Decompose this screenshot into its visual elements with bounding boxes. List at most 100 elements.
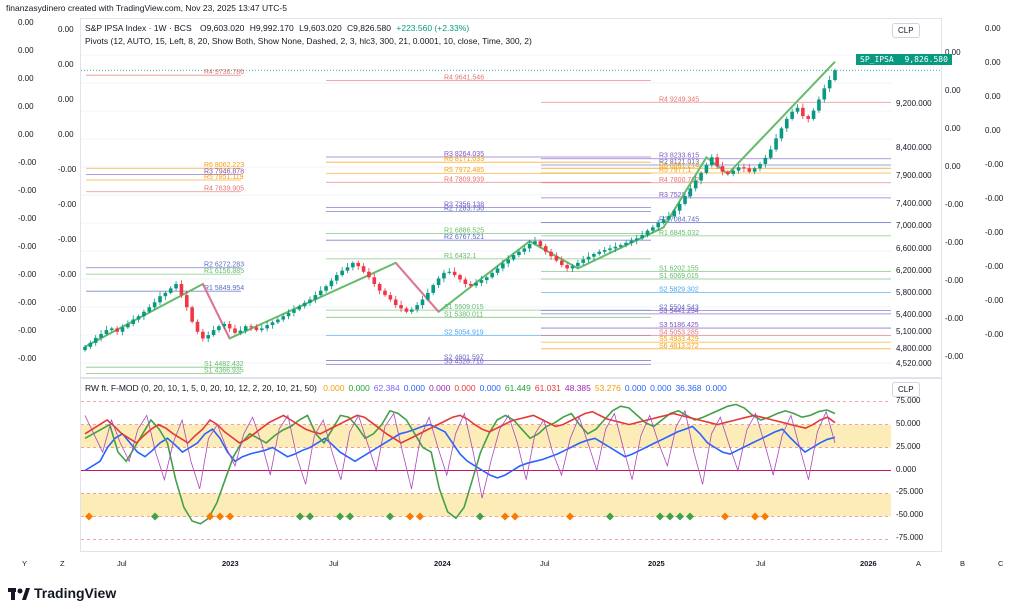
side-value: 0.00: [58, 25, 74, 34]
time-key[interactable]: Z: [60, 559, 65, 568]
time-key[interactable]: C: [998, 559, 1004, 568]
candle-body: [554, 256, 559, 261]
candle-body: [126, 323, 130, 328]
candle-body: [458, 275, 462, 280]
osc-signal-diamond: [751, 512, 759, 521]
candle-body: [817, 99, 821, 111]
candle-body: [270, 322, 275, 326]
legend-symbol: S&P IPSA Index · 1W · BCS O9,603.020 H9,…: [85, 23, 469, 33]
osc-series-red: [84, 410, 836, 444]
pivot-label: R4 7809.939: [444, 176, 484, 183]
pivot-label: R4 7800.762: [659, 177, 699, 184]
osc-value: 62.384: [373, 383, 400, 393]
osc-signal-diamond: [606, 512, 614, 521]
candle-body: [179, 283, 184, 296]
candle-body: [822, 88, 827, 100]
price-tick: 6,600.000: [896, 243, 932, 253]
side-value: 0.00: [945, 86, 961, 95]
candle-body: [356, 262, 361, 267]
zigzag-down-line: [201, 262, 440, 339]
legend-pivots: Pivots (12, AUTO, 15, Left, 8, 20, Show …: [85, 36, 532, 46]
tradingview-logo-text: TradingView: [34, 585, 117, 601]
time-key[interactable]: A: [916, 559, 922, 568]
candle-body: [768, 149, 773, 158]
pivot-label: S2 5829.302: [659, 286, 699, 293]
candle-body: [238, 330, 243, 333]
candle-body: [618, 245, 623, 247]
oscillator-panel[interactable]: RW ft. F-MOD (0, 20, 10, 1, 5, 0, 20, 10…: [80, 378, 942, 552]
osc-value: 0.000: [479, 383, 501, 393]
osc-signal-diamond: [226, 512, 234, 521]
candle-body: [184, 295, 189, 308]
time-tick: 2026: [860, 559, 877, 568]
candle-body: [801, 107, 805, 117]
candle-body: [484, 277, 489, 281]
candle-body: [581, 259, 586, 263]
side-value: 0.00: [18, 46, 34, 55]
candle-body: [795, 107, 800, 112]
side-value: -0.00: [18, 186, 37, 195]
candle-body: [318, 290, 323, 296]
candle-body: [249, 326, 253, 328]
candle-body: [383, 290, 387, 296]
candle-body: [372, 277, 377, 284]
oscillator-svg[interactable]: [81, 379, 941, 551]
candle-body: [393, 299, 398, 306]
time-axis[interactable]: Jul 2023 Jul 2024 Jul 2025 Jul 2026 Y Z A B C: [0, 556, 1024, 572]
candle-body: [254, 327, 259, 331]
osc-signal-diamond: [85, 512, 93, 521]
currency-button[interactable]: CLP: [892, 23, 920, 38]
candle-body: [704, 165, 709, 173]
osc-signal-diamond: [306, 512, 314, 521]
main-chart-panel[interactable]: S&P IPSA Index · 1W · BCS O9,603.020 H9,…: [80, 18, 942, 378]
legend-symbol-label: S&P IPSA Index · 1W · BCS: [85, 23, 192, 33]
candle-body: [640, 235, 644, 239]
last-price-badge: SP_IPSA 9,826.580: [856, 54, 952, 65]
tradingview-logo[interactable]: TradingView: [8, 585, 116, 601]
time-key[interactable]: Y: [22, 559, 28, 568]
candle-body: [415, 305, 419, 310]
candle-body: [93, 337, 98, 343]
pivot-label: R2 6272.283: [204, 262, 244, 269]
osc-series-magenta: [84, 409, 836, 499]
osc-signal-diamond: [151, 512, 159, 521]
candle-body: [779, 128, 784, 139]
price-tick: 4,520.000: [896, 359, 932, 369]
pivot-label: S3 4528.710: [444, 359, 484, 366]
pivot-label: S1 6069.015: [659, 273, 699, 280]
side-value: 0.00: [58, 95, 74, 104]
price-tick: 4,800.000: [896, 343, 932, 353]
time-key[interactable]: B: [960, 559, 966, 568]
time-tick: 2024: [434, 559, 451, 568]
candle-body: [201, 331, 205, 339]
osc-value: 0.000: [650, 383, 672, 393]
time-tick: 2025: [648, 559, 665, 568]
osc-currency-button[interactable]: CLP: [892, 382, 920, 397]
candle-body: [324, 286, 328, 291]
candle-body: [538, 241, 543, 247]
side-value: -0.00: [18, 270, 37, 279]
candle-body: [99, 333, 103, 338]
osc-axis[interactable]: CLP 75.000 50.000 25.000 0.000 -25.000 -50.00…: [892, 378, 940, 550]
pivot-label: S1 4366.935: [204, 368, 244, 375]
osc-legend: RW ft. F-MOD (0, 20, 10, 1, 5, 0, 20, 10…: [85, 383, 727, 393]
legend-close: C9,826.580: [347, 23, 391, 33]
candle-body: [131, 319, 136, 324]
candle-body: [361, 266, 366, 272]
price-axis[interactable]: CLP 10,000.0009,200.0008,400.0007,900.00…: [892, 18, 940, 376]
candle-body: [827, 80, 832, 89]
side-value: 0.00: [18, 18, 34, 27]
candle-body: [597, 251, 602, 254]
candle-body: [763, 157, 768, 164]
candle-body: [334, 275, 339, 281]
candle-body: [233, 328, 237, 333]
price-tick: 7,400.000: [896, 199, 932, 209]
candle-body: [211, 330, 216, 336]
candle-body: [195, 321, 200, 332]
candle-body: [752, 168, 757, 172]
candle-body: [104, 330, 109, 334]
last-price-symbol: SP_IPSA: [860, 55, 894, 64]
price-tick: 7,900.000: [896, 171, 932, 181]
candle-body: [168, 288, 173, 293]
